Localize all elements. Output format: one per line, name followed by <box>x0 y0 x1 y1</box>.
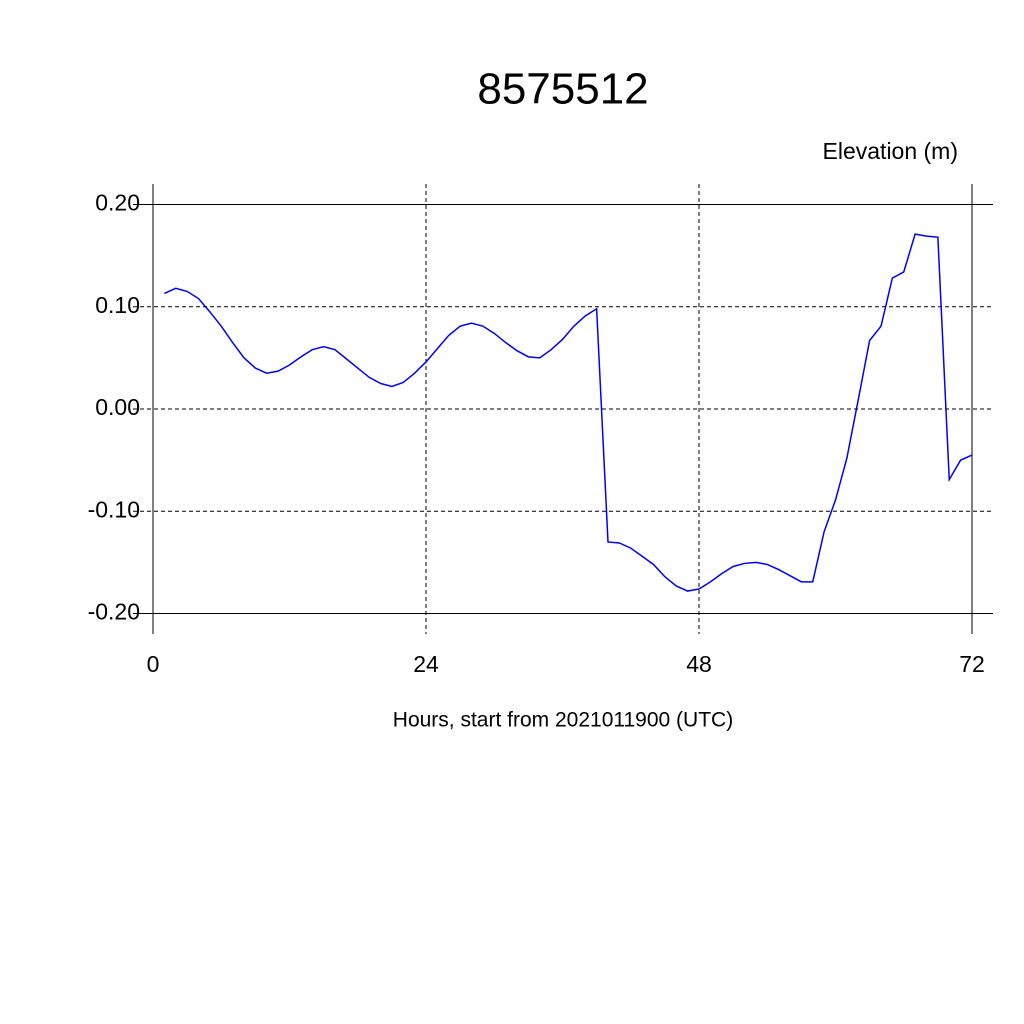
chart-title: 8575512 <box>477 65 648 114</box>
y-tick-label: -0.10 <box>88 496 140 522</box>
y-tick-label: 0.00 <box>95 394 140 420</box>
data-line <box>164 233 973 592</box>
x-tick-label: 72 <box>959 651 985 677</box>
x-tick-label: 48 <box>686 651 712 677</box>
y-tick-label: 0.10 <box>95 292 140 318</box>
y-tick-label: -0.20 <box>88 599 140 625</box>
y-axis-label: Elevation (m) <box>823 138 958 164</box>
x-tick-label: 0 <box>147 651 160 677</box>
x-axis-label: Hours, start from 2021011900 (UTC) <box>393 709 733 732</box>
x-tick-label: 24 <box>413 651 439 677</box>
y-tick-label: 0.20 <box>95 190 140 216</box>
